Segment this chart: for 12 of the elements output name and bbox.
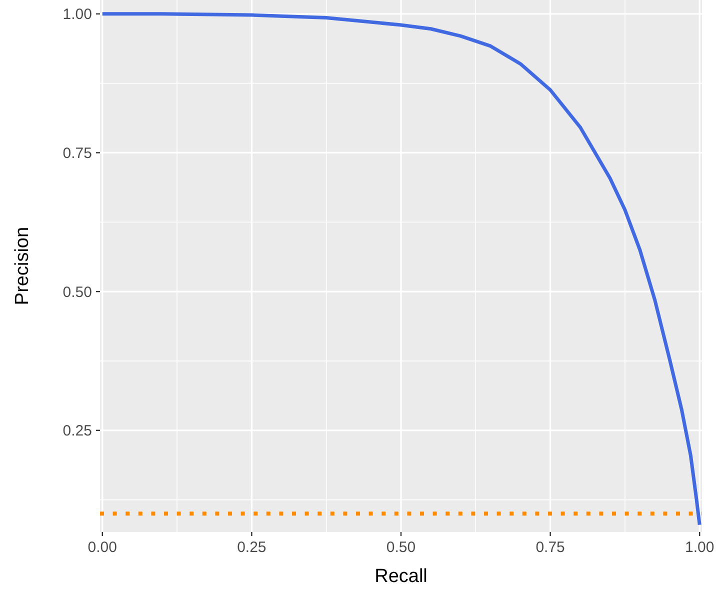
y-tick-label: 1.00 [62, 6, 92, 24]
y-tick-label: 0.25 [62, 422, 92, 440]
y-tick-label: 0.75 [62, 144, 92, 162]
y-tick-label: 0.50 [62, 284, 92, 301]
line-series [100, 12, 702, 527]
x-tick-label: 0.25 [237, 539, 266, 556]
x-tick-label: 1.00 [685, 539, 714, 556]
x-tick-label: 0.00 [88, 539, 117, 556]
x-tick-label: 0.75 [536, 539, 565, 556]
x-axis-title: Recall [374, 566, 428, 587]
y-axis-title: Precision [12, 226, 33, 306]
x-tick-label: 0.50 [386, 539, 416, 556]
